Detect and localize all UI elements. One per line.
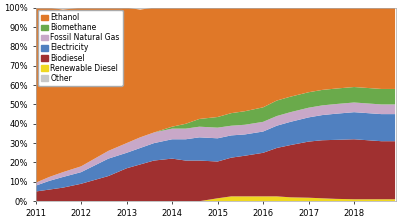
Legend: Ethanol, Biomethane, Fossil Natural Gas, Electricity, Biodiesel, Renewable Diese: Ethanol, Biomethane, Fossil Natural Gas,… [38, 10, 123, 86]
